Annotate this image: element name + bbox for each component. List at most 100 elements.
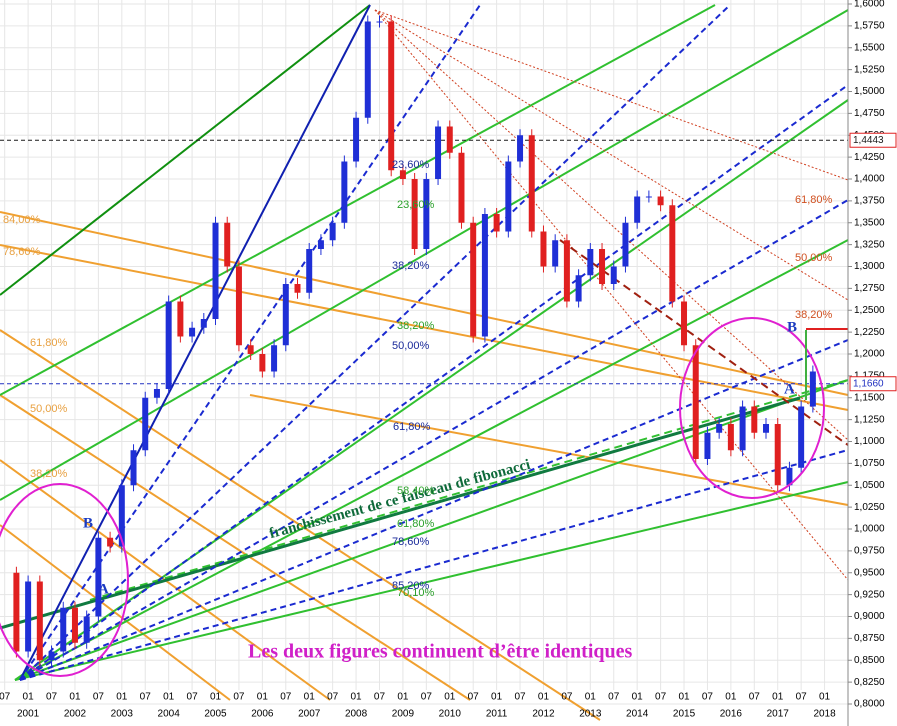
year-label: 2010: [439, 709, 462, 720]
y-tick-label: 0,8250: [854, 677, 885, 688]
fib-line: [89, 379, 849, 601]
candle: [282, 284, 289, 346]
candle: [587, 249, 594, 276]
x-tick-label: 07: [327, 692, 339, 703]
x-tick-label: 07: [749, 692, 761, 703]
x-tick-label: 01: [304, 692, 316, 703]
candle: [692, 345, 699, 459]
x-tick-label: 01: [23, 692, 35, 703]
fib-line: [19, 4, 481, 681]
candle: [306, 249, 313, 293]
candle: [235, 266, 242, 346]
annotation: 23,60%: [392, 159, 430, 171]
fibonacci-lines: [0, 4, 849, 721]
fib-line: [0, 9, 849, 501]
annotation: 23,60%: [397, 199, 435, 211]
fib-line: [19, 449, 849, 681]
highlight-ellipse: [679, 317, 825, 499]
candle: [563, 240, 570, 302]
candle: [411, 179, 418, 249]
fib-line: [374, 9, 849, 581]
candle: [177, 301, 184, 337]
x-tick-label: 07: [374, 692, 386, 703]
annotation: 61,80%: [30, 337, 68, 349]
candle: [317, 240, 324, 249]
candle: [470, 222, 477, 337]
fib-line: [249, 394, 849, 506]
y-tick-label: 1,1250: [854, 414, 885, 425]
candle: [786, 467, 793, 486]
x-tick-label: 07: [140, 692, 152, 703]
fib-line: [0, 524, 231, 701]
x-tick-label: 01: [257, 692, 269, 703]
level-box: [849, 132, 897, 148]
candle: [83, 616, 90, 643]
annotation: 38,20%: [392, 260, 430, 272]
candle: [610, 266, 617, 284]
y-tick-label: 1,5750: [854, 21, 885, 32]
y-tick-label: 1,5250: [854, 64, 885, 75]
candle: [271, 345, 278, 372]
year-label: 2002: [64, 709, 87, 720]
x-tick-label: 07: [468, 692, 480, 703]
candle: [517, 135, 524, 162]
x-tick-label: 01: [585, 692, 597, 703]
level-label: 1,4443: [853, 135, 884, 146]
candle: [142, 397, 149, 451]
candle: [493, 214, 500, 232]
x-tick-label: 01: [819, 692, 831, 703]
x-tick-label: 01: [772, 692, 784, 703]
y-tick-label: 0,9250: [854, 589, 885, 600]
candle: [224, 222, 231, 267]
annotation: 85,20%: [392, 580, 430, 592]
candle: [153, 389, 160, 398]
candle: [118, 485, 125, 547]
x-tick-label: 07: [187, 692, 199, 703]
x-tick-label: 07: [655, 692, 667, 703]
annotation: 50,00%: [795, 252, 833, 264]
candle: [809, 371, 816, 407]
fib-line: [559, 239, 849, 446]
y-tick-label: 1,3750: [854, 196, 885, 207]
annotation: 61,80%: [393, 421, 431, 433]
candle: [13, 572, 20, 652]
candle: [481, 214, 488, 337]
annotation: A: [784, 381, 795, 397]
candle: [751, 406, 758, 433]
x-tick-label: 01: [351, 692, 363, 703]
y-tick-label: 0,9750: [854, 546, 885, 557]
candle: [774, 424, 781, 486]
candle: [399, 170, 406, 179]
y-tick-label: 1,0500: [854, 480, 885, 491]
candle: [247, 345, 254, 354]
x-tick-label: 07: [0, 692, 11, 703]
candle: [36, 581, 43, 661]
y-tick-label: 1,3500: [854, 217, 885, 228]
y-tick-label: 1,2250: [854, 327, 885, 338]
annotation: 70,10%: [397, 587, 435, 599]
candle: [107, 537, 114, 547]
candle: [763, 424, 770, 433]
year-label: 2018: [813, 709, 836, 720]
candle: [60, 607, 67, 652]
y-tick-label: 1,3000: [854, 261, 885, 272]
x-tick-label: 07: [561, 692, 573, 703]
y-tick-label: 1,2500: [854, 305, 885, 316]
candle: [165, 301, 172, 389]
candle: [739, 406, 746, 451]
candle: [200, 319, 207, 328]
caption: Les deux figures continuent d’être ident…: [248, 641, 632, 663]
y-tick-label: 1,0750: [854, 458, 885, 469]
annotation: 50,00%: [30, 403, 68, 415]
y-tick-label: 1,1750: [854, 371, 885, 382]
candle: [95, 537, 102, 617]
fib-line: [0, 244, 849, 411]
x-tick-label: 01: [538, 692, 550, 703]
candle: [189, 327, 196, 337]
candle: [364, 21, 371, 118]
year-label: 2009: [392, 709, 415, 720]
fib-line: [14, 481, 849, 681]
candle: [388, 21, 395, 171]
annotation: 50,00%: [392, 340, 430, 352]
candle: [71, 607, 78, 643]
